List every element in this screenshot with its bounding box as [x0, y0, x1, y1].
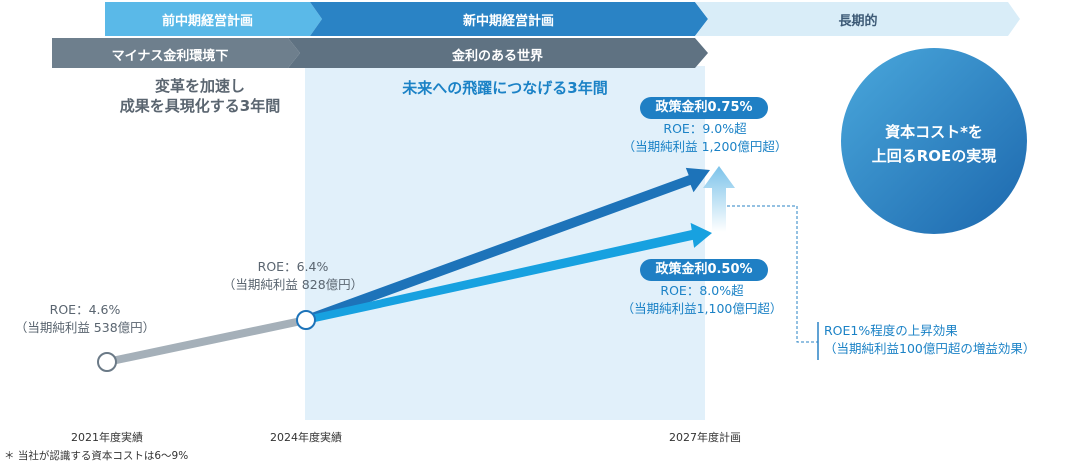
phase-arrow-previous [105, 2, 322, 36]
scenario-low-profit: （当期純利益1,100億円超） [621, 301, 783, 316]
scenario-low-text: ROE：8.0%超 （当期純利益1,100億円超） [612, 282, 792, 318]
goal-line2: 上回るROEの実現 [871, 147, 997, 165]
trend-arrow-high [305, 167, 710, 325]
scenario-high-badge: 政策金利0.75% [640, 97, 768, 119]
point-2021-profit: （当期純利益 538億円） [14, 320, 156, 335]
point-2024-roe: ROE：6.4% [257, 259, 329, 274]
rate-arrow-positive [288, 38, 708, 68]
trend-arrow-low [305, 222, 712, 324]
uplift-note-line1: ROE1%程度の上昇効果 [824, 323, 958, 338]
uplift-arrow [703, 166, 735, 232]
phase-label-previous: 前中期経営計画 [161, 14, 253, 29]
left-caption-line1: 変革を加速し [154, 77, 245, 95]
point-2021 [97, 352, 117, 372]
mid-period-caption: 未来への飛躍につなげる3年間 [402, 79, 608, 97]
left-period-caption: 変革を加速し 成果を具現化する3年間 [100, 76, 300, 116]
scenario-high-text: ROE：9.0%超 （当期純利益 1,200億円超） [610, 120, 800, 156]
left-caption-line2: 成果を具現化する3年間 [119, 97, 281, 115]
scenario-low-badge: 政策金利0.50% [640, 259, 768, 281]
scenario-low-roe: ROE：8.0%超 [660, 283, 744, 298]
phase-label-new: 新中期経営計画 [462, 14, 554, 29]
point-2024-profit: （当期純利益 828億円） [222, 277, 364, 292]
phase-label-long-term: 長期的 [838, 14, 878, 29]
scenario-high-profit: （当期純利益 1,200億円超） [622, 139, 788, 154]
scenario-high-roe: ROE：9.0%超 [663, 121, 747, 136]
goal-text: 資本コスト*を 上回るROEの実現 [860, 120, 1008, 168]
goal-line1: 資本コスト*を [885, 123, 983, 141]
phase-arrow-long-term [695, 2, 1020, 36]
footnote: ＊ 当社が認識する資本コストは6～9% [4, 450, 189, 462]
x-label-2024: 2024年度実績 [270, 431, 342, 444]
point-2021-roe: ROE：4.6% [49, 302, 121, 317]
uplift-connector [727, 205, 818, 343]
uplift-note: ROE1%程度の上昇効果 （当期純利益100億円超の増益効果） [824, 322, 1064, 358]
goal-circle [841, 48, 1027, 234]
point-2021-label: ROE：4.6% （当期純利益 538億円） [10, 301, 160, 337]
rate-arrow-negative [52, 38, 300, 68]
x-label-2027: 2027年度計画 [669, 431, 741, 444]
rate-label-positive: 金利のある世界 [451, 49, 543, 64]
trend-line-past [106, 316, 307, 366]
point-2024 [296, 310, 316, 330]
rate-label-negative: マイナス金利環境下 [111, 49, 229, 64]
x-label-2021: 2021年度実績 [71, 431, 143, 444]
uplift-note-line2: （当期純利益100億円超の増益効果） [824, 341, 1036, 356]
phase-arrow-new [310, 2, 708, 36]
point-2024-label: ROE：6.4% （当期純利益 828億円） [218, 258, 368, 294]
